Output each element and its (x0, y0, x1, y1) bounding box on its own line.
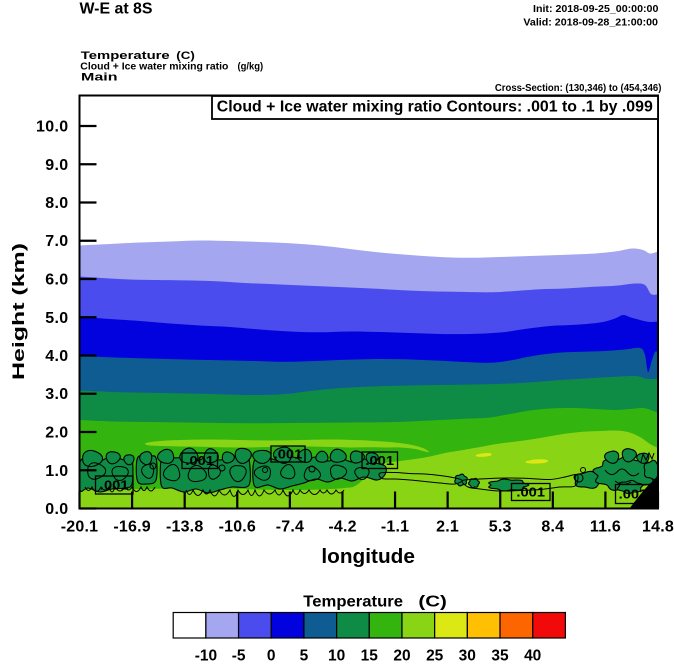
svg-text:40: 40 (524, 648, 541, 665)
svg-text:Height (km): Height (km) (9, 243, 28, 380)
svg-text:Init: 2018-09-25_00:00:00: Init: 2018-09-25_00:00:00 (533, 4, 659, 15)
svg-text:5.0: 5.0 (45, 310, 68, 327)
svg-text:20: 20 (393, 648, 410, 665)
svg-text:-7.4: -7.4 (276, 519, 304, 536)
svg-text:5: 5 (300, 648, 309, 665)
svg-text:35: 35 (491, 648, 509, 665)
svg-text:6.0: 6.0 (45, 272, 68, 289)
svg-text:7.0: 7.0 (45, 233, 68, 250)
svg-text:Main: Main (81, 72, 118, 84)
svg-text:longitude: longitude (321, 545, 415, 568)
svg-text:.001: .001 (274, 447, 303, 462)
svg-text:.001: .001 (185, 453, 214, 468)
svg-text:9.0: 9.0 (45, 157, 68, 174)
svg-text:(C): (C) (176, 50, 195, 62)
svg-text:0: 0 (267, 648, 276, 665)
svg-text:10: 10 (328, 648, 345, 665)
svg-text:Cross-Section: (130,346) to (4: Cross-Section: (130,346) to (454,346) (495, 83, 662, 94)
svg-text:4.0: 4.0 (45, 348, 68, 365)
svg-text:2.0: 2.0 (45, 425, 68, 442)
svg-text:25: 25 (426, 648, 444, 665)
svg-text:W-E at 8S: W-E at 8S (80, 1, 153, 18)
svg-text:8.4: 8.4 (541, 519, 564, 536)
svg-text:10.0: 10.0 (36, 119, 69, 136)
svg-text:Cloud + Ice water mixing ratio: Cloud + Ice water mixing ratio Contours:… (217, 99, 653, 116)
svg-text:(C): (C) (418, 594, 447, 611)
svg-text:11.6: 11.6 (590, 519, 621, 536)
svg-text:-16.9: -16.9 (113, 519, 150, 536)
svg-text:Valid: 2018-09-28_21:00:00: Valid: 2018-09-28_21:00:00 (523, 17, 658, 28)
svg-text:-4.2: -4.2 (328, 519, 356, 536)
svg-text:1.0: 1.0 (45, 463, 68, 480)
svg-text:14.8: 14.8 (642, 519, 674, 536)
svg-text:Temperature: Temperature (81, 50, 170, 62)
svg-text:.001: .001 (365, 453, 394, 468)
svg-text:-13.8: -13.8 (166, 519, 203, 536)
svg-text:-20.1: -20.1 (61, 519, 98, 536)
svg-text:-1.1: -1.1 (381, 519, 409, 536)
svg-text:.001: .001 (619, 487, 648, 502)
svg-text:Cloud + Ice water mixing ratio: Cloud + Ice water mixing ratio (80, 60, 228, 72)
svg-text:-5: -5 (232, 648, 246, 665)
svg-text:(g/kg): (g/kg) (238, 60, 264, 72)
svg-text:0.0: 0.0 (45, 501, 68, 518)
svg-text:-10: -10 (195, 648, 217, 665)
svg-text:.001: .001 (516, 485, 545, 500)
svg-text:3.0: 3.0 (45, 386, 68, 403)
svg-text:-10.6: -10.6 (219, 519, 256, 536)
svg-text:30: 30 (459, 648, 476, 665)
svg-text:Temperature: Temperature (303, 594, 403, 611)
svg-text:2.1: 2.1 (436, 519, 459, 536)
svg-text:8.0: 8.0 (45, 195, 68, 212)
svg-text:.001: .001 (100, 478, 129, 493)
svg-text:15: 15 (361, 648, 379, 665)
svg-text:5.3: 5.3 (489, 519, 512, 536)
